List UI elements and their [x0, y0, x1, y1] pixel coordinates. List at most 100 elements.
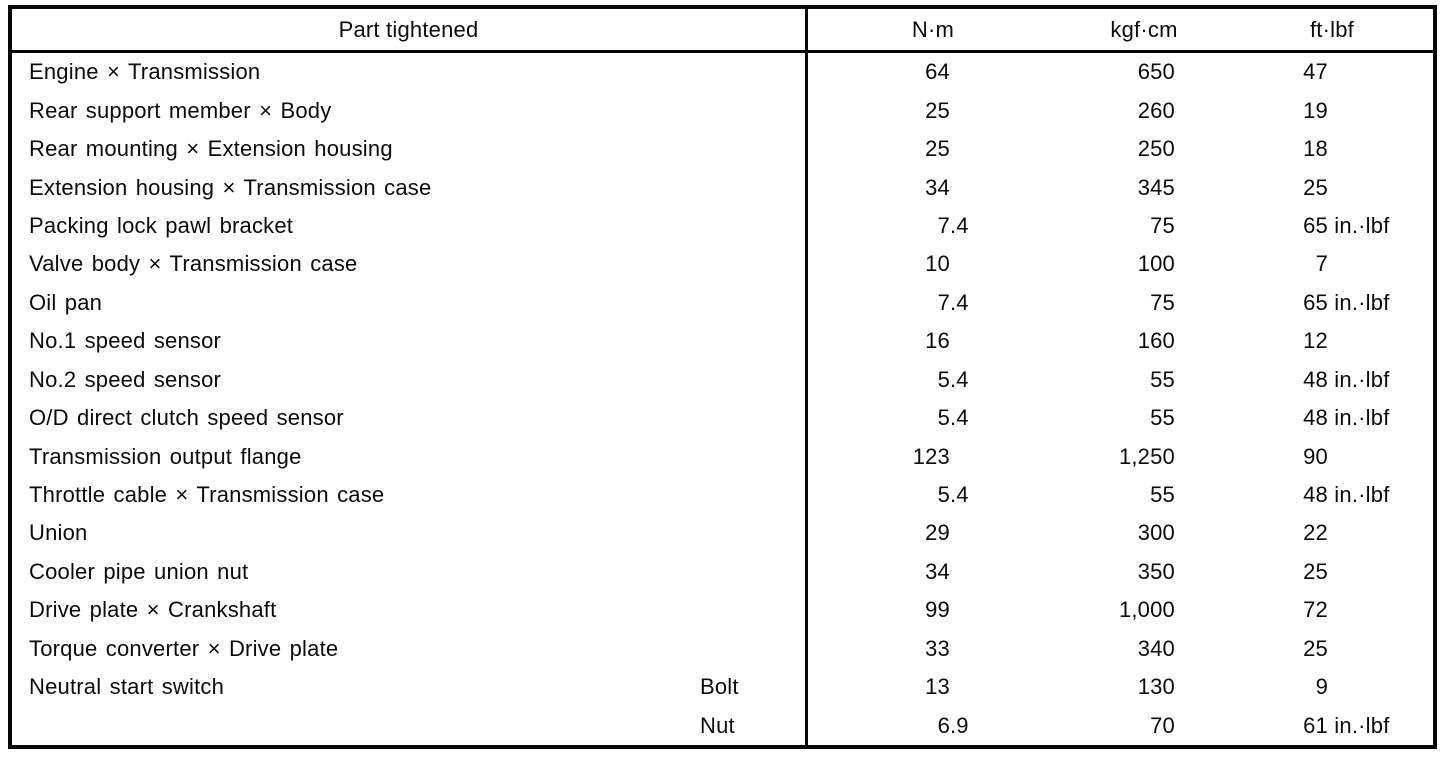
part-name-label: O/D direct clutch speed sensor	[29, 405, 344, 431]
part-name-label: Engine × Transmission	[29, 59, 261, 85]
part-name-cell: Engine × Transmission	[12, 53, 805, 91]
torque-ftlbf-value: 47	[1303, 59, 1328, 85]
torque-nm-value: 64	[925, 59, 950, 85]
table-row: Transmission output flange 123 1,250 90	[12, 437, 1433, 475]
part-name-label: Packing lock pawl bracket	[29, 212, 294, 238]
torque-ftlbf-value: 90	[1303, 443, 1328, 469]
torque-ftlbf-value: 18	[1303, 136, 1328, 162]
torque-nm-value: 13	[925, 674, 950, 700]
part-name-label: No.2 speed sensor	[29, 366, 222, 392]
header-unit-ftlbf: ft·lbf	[1310, 16, 1354, 42]
part-name-cell: Rear mounting × Extension housing	[12, 130, 805, 168]
torque-nm-value: 34	[925, 174, 950, 200]
part-name-label: Drive plate × Crankshaft	[29, 597, 277, 623]
table-row: No.1 speed sensor 16 160 12	[12, 322, 1433, 360]
torque-nm-value: 123	[912, 443, 950, 469]
column-divider-line	[805, 9, 808, 745]
torque-nm-value: 25	[925, 136, 950, 162]
torque-nm-value: 7.4	[937, 212, 969, 238]
table-row: Neutral start switch Bolt 13 130 9	[12, 668, 1433, 706]
torque-ftlbf-value: 25	[1303, 635, 1328, 661]
part-name-label: Valve body × Transmission case	[29, 251, 358, 277]
table-row: Union 29 300 22	[12, 514, 1433, 552]
part-name-cell: No.2 speed sensor	[12, 361, 805, 399]
part-name-cell: Cooler pipe union nut	[12, 553, 805, 591]
torque-nm-value: 5.4	[937, 405, 969, 431]
part-name-cell: O/D direct clutch speed sensor	[12, 399, 805, 437]
part-name-cell: Extension housing × Transmission case	[12, 168, 805, 206]
torque-ftlbf-value: 48 in.·lbf	[1303, 482, 1390, 508]
part-name-cell: Drive plate × Crankshaft	[12, 591, 805, 629]
torque-ftlbf-value: 61 in.·lbf	[1303, 712, 1390, 738]
torque-ftlbf-value: 7	[1315, 251, 1328, 277]
torque-spec-table: Part tightened N·m kgf·cm ft·lbf Engine …	[8, 5, 1437, 749]
table-row: Drive plate × Crankshaft 99 1,000 72	[12, 591, 1433, 629]
torque-kgfcm-value: 345	[1137, 174, 1175, 200]
torque-ftlbf-value: 12	[1303, 328, 1328, 354]
table-row: O/D direct clutch speed sensor 5.4 55 48…	[12, 399, 1433, 437]
part-name-cell: Neutral start switch Bolt	[12, 668, 805, 706]
part-name-label: Oil pan	[29, 289, 103, 315]
part-name-label: Cooler pipe union nut	[29, 558, 249, 584]
part-name-label: Union	[29, 520, 88, 546]
torque-ftlbf-value: 25	[1303, 558, 1328, 584]
part-name-cell: Packing lock pawl bracket	[12, 207, 805, 245]
torque-nm-value: 7.4	[937, 289, 969, 315]
torque-nm-value: 16	[925, 328, 950, 354]
fastener-type-label: Nut	[700, 712, 735, 738]
torque-kgfcm-value: 55	[1150, 482, 1175, 508]
part-name-cell: Oil pan	[12, 284, 805, 322]
part-name-label: Rear mounting × Extension housing	[29, 136, 393, 162]
table-row: Cooler pipe union nut 34 350 25	[12, 553, 1433, 591]
torque-kgfcm-value: 650	[1137, 59, 1175, 85]
torque-nm-value: 5.4	[937, 482, 969, 508]
table-row: Oil pan 7.4 75 65 in.·lbf	[12, 284, 1433, 322]
fastener-type-label: Bolt	[700, 674, 739, 700]
header-part-tightened: Part tightened	[338, 16, 479, 42]
torque-nm-value: 5.4	[937, 366, 969, 392]
torque-nm-value: 99	[925, 597, 950, 623]
torque-kgfcm-value: 1,250	[1118, 443, 1175, 469]
torque-kgfcm-value: 75	[1150, 289, 1175, 315]
torque-kgfcm-value: 75	[1150, 212, 1175, 238]
torque-nm-value: 34	[925, 558, 950, 584]
torque-nm-value: 10	[925, 251, 950, 277]
table-row: No.2 speed sensor 5.4 55 48 in.·lbf	[12, 361, 1433, 399]
torque-kgfcm-value: 260	[1137, 97, 1175, 123]
table-row: Engine × Transmission 64 650 47	[12, 53, 1433, 91]
torque-kgfcm-value: 55	[1150, 405, 1175, 431]
torque-kgfcm-value: 55	[1150, 366, 1175, 392]
torque-kgfcm-value: 350	[1137, 558, 1175, 584]
part-name-label: Rear support member × Body	[29, 97, 332, 123]
torque-kgfcm-value: 340	[1137, 635, 1175, 661]
torque-ftlbf-value: 48 in.·lbf	[1303, 366, 1390, 392]
torque-kgfcm-value: 70	[1150, 712, 1175, 738]
table-row: Valve body × Transmission case 10 100 7	[12, 245, 1433, 283]
part-name-cell: Union	[12, 514, 805, 552]
torque-ftlbf-value: 65 in.·lbf	[1303, 212, 1390, 238]
torque-kgfcm-value: 130	[1137, 674, 1175, 700]
part-name-label: Torque converter × Drive plate	[29, 635, 339, 661]
torque-kgfcm-value: 1,000	[1118, 597, 1175, 623]
part-name-label: Extension housing × Transmission case	[29, 174, 432, 200]
torque-ftlbf-value: 25	[1303, 174, 1328, 200]
part-name-cell: Valve body × Transmission case	[12, 245, 805, 283]
table-row: Throttle cable × Transmission case 5.4 5…	[12, 476, 1433, 514]
part-name-cell: Nut	[12, 706, 805, 744]
torque-ftlbf-value: 19	[1303, 97, 1328, 123]
torque-ftlbf-value: 65 in.·lbf	[1303, 289, 1390, 315]
part-name-cell: Torque converter × Drive plate	[12, 630, 805, 668]
torque-kgfcm-value: 250	[1137, 136, 1175, 162]
part-name-cell: Transmission output flange	[12, 437, 805, 475]
table-row: Extension housing × Transmission case 34…	[12, 168, 1433, 206]
torque-ftlbf-value: 48 in.·lbf	[1303, 405, 1390, 431]
torque-kgfcm-value: 100	[1137, 251, 1175, 277]
torque-ftlbf-value: 9	[1315, 674, 1328, 700]
header-unit-nm: N·m	[911, 16, 955, 42]
table-row: Nut 6.9 70 61 in.·lbf	[12, 706, 1433, 744]
torque-kgfcm-value: 160	[1137, 328, 1175, 354]
part-name-label: No.1 speed sensor	[29, 328, 222, 354]
table-row: Rear support member × Body 25 260 19	[12, 91, 1433, 129]
torque-kgfcm-value: 300	[1137, 520, 1175, 546]
torque-ftlbf-value: 22	[1303, 520, 1328, 546]
